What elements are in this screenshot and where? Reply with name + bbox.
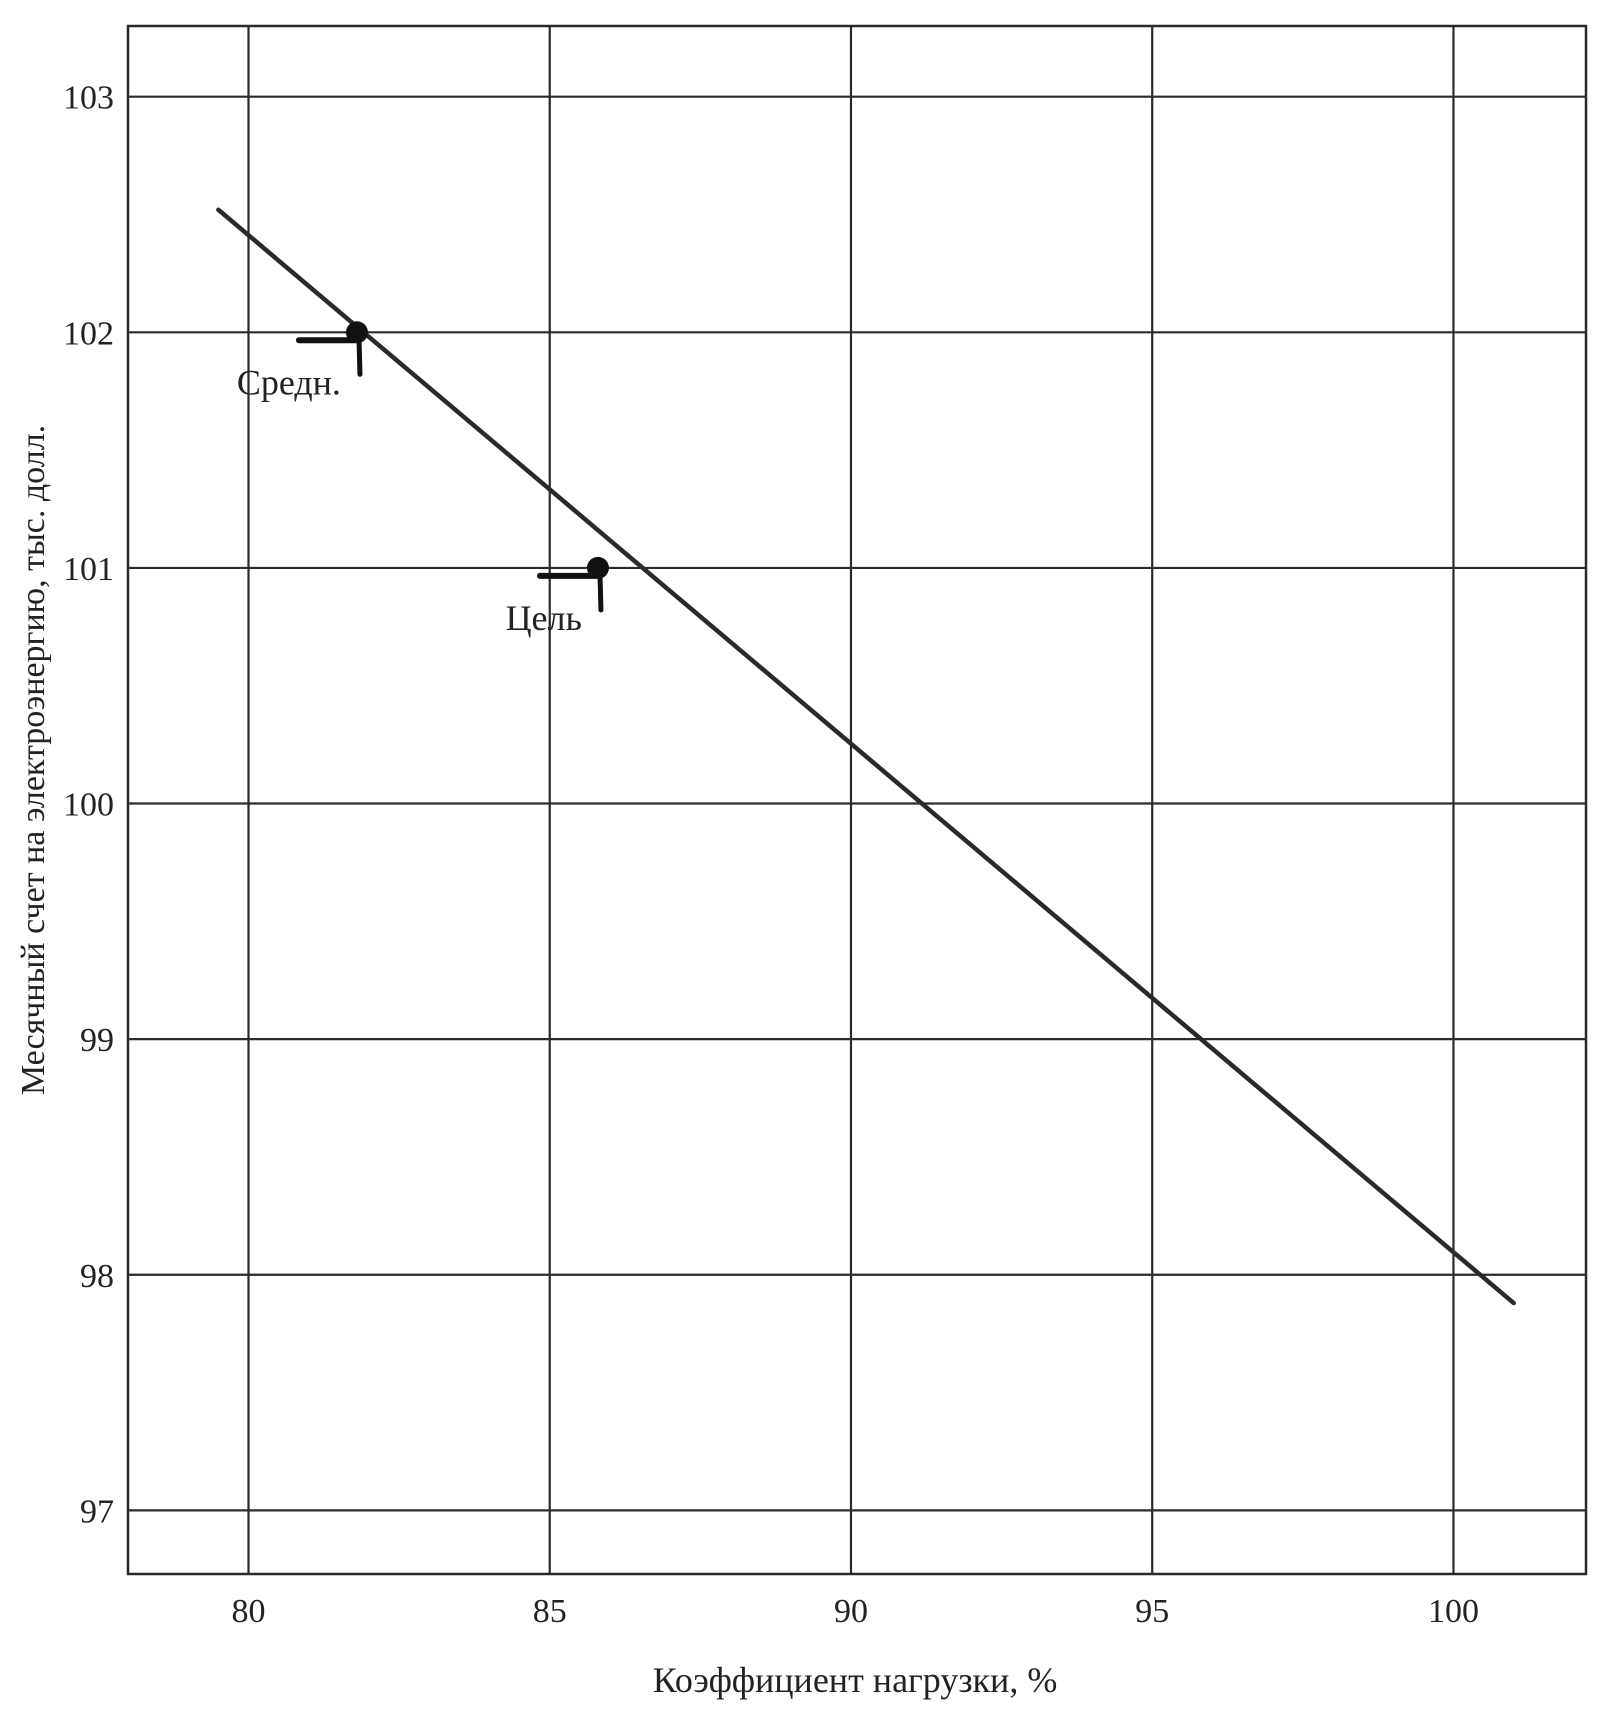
- plot-frame: [126, 24, 1588, 1576]
- grid: [126, 24, 1588, 1576]
- x-tick-label: 90: [834, 1593, 868, 1630]
- y-axis-label: Месячный счет на электроэнергию, тыс. до…: [15, 425, 52, 1095]
- x-tick-label: 95: [1135, 1593, 1169, 1630]
- annotation-point: [345, 321, 368, 344]
- series-line: [216, 207, 1516, 1306]
- y-tick-label: 103: [63, 80, 114, 117]
- tick-labels: 80 85 90 95 100 97 98 99 100 101 102 103: [63, 80, 1479, 1630]
- y-tick-label: 101: [63, 551, 114, 588]
- annotation-point: [586, 556, 609, 579]
- y-tick-label: 102: [63, 315, 114, 352]
- y-tick-label: 100: [63, 787, 114, 824]
- x-tick-label: 100: [1428, 1593, 1479, 1630]
- y-tick-label: 99: [80, 1022, 114, 1059]
- x-tick-label: 85: [533, 1593, 567, 1630]
- series-layer: [216, 207, 1516, 1306]
- annotation-label: Цель: [506, 598, 582, 638]
- y-tick-label: 97: [80, 1493, 114, 1530]
- x-tick-label: 80: [231, 1593, 265, 1630]
- x-axis-label: Коэффициент нагрузки, %: [653, 1660, 1058, 1700]
- annotations: Средн. Цель: [237, 321, 609, 638]
- y-tick-label: 98: [80, 1258, 114, 1295]
- annotation-label: Средн.: [237, 362, 341, 402]
